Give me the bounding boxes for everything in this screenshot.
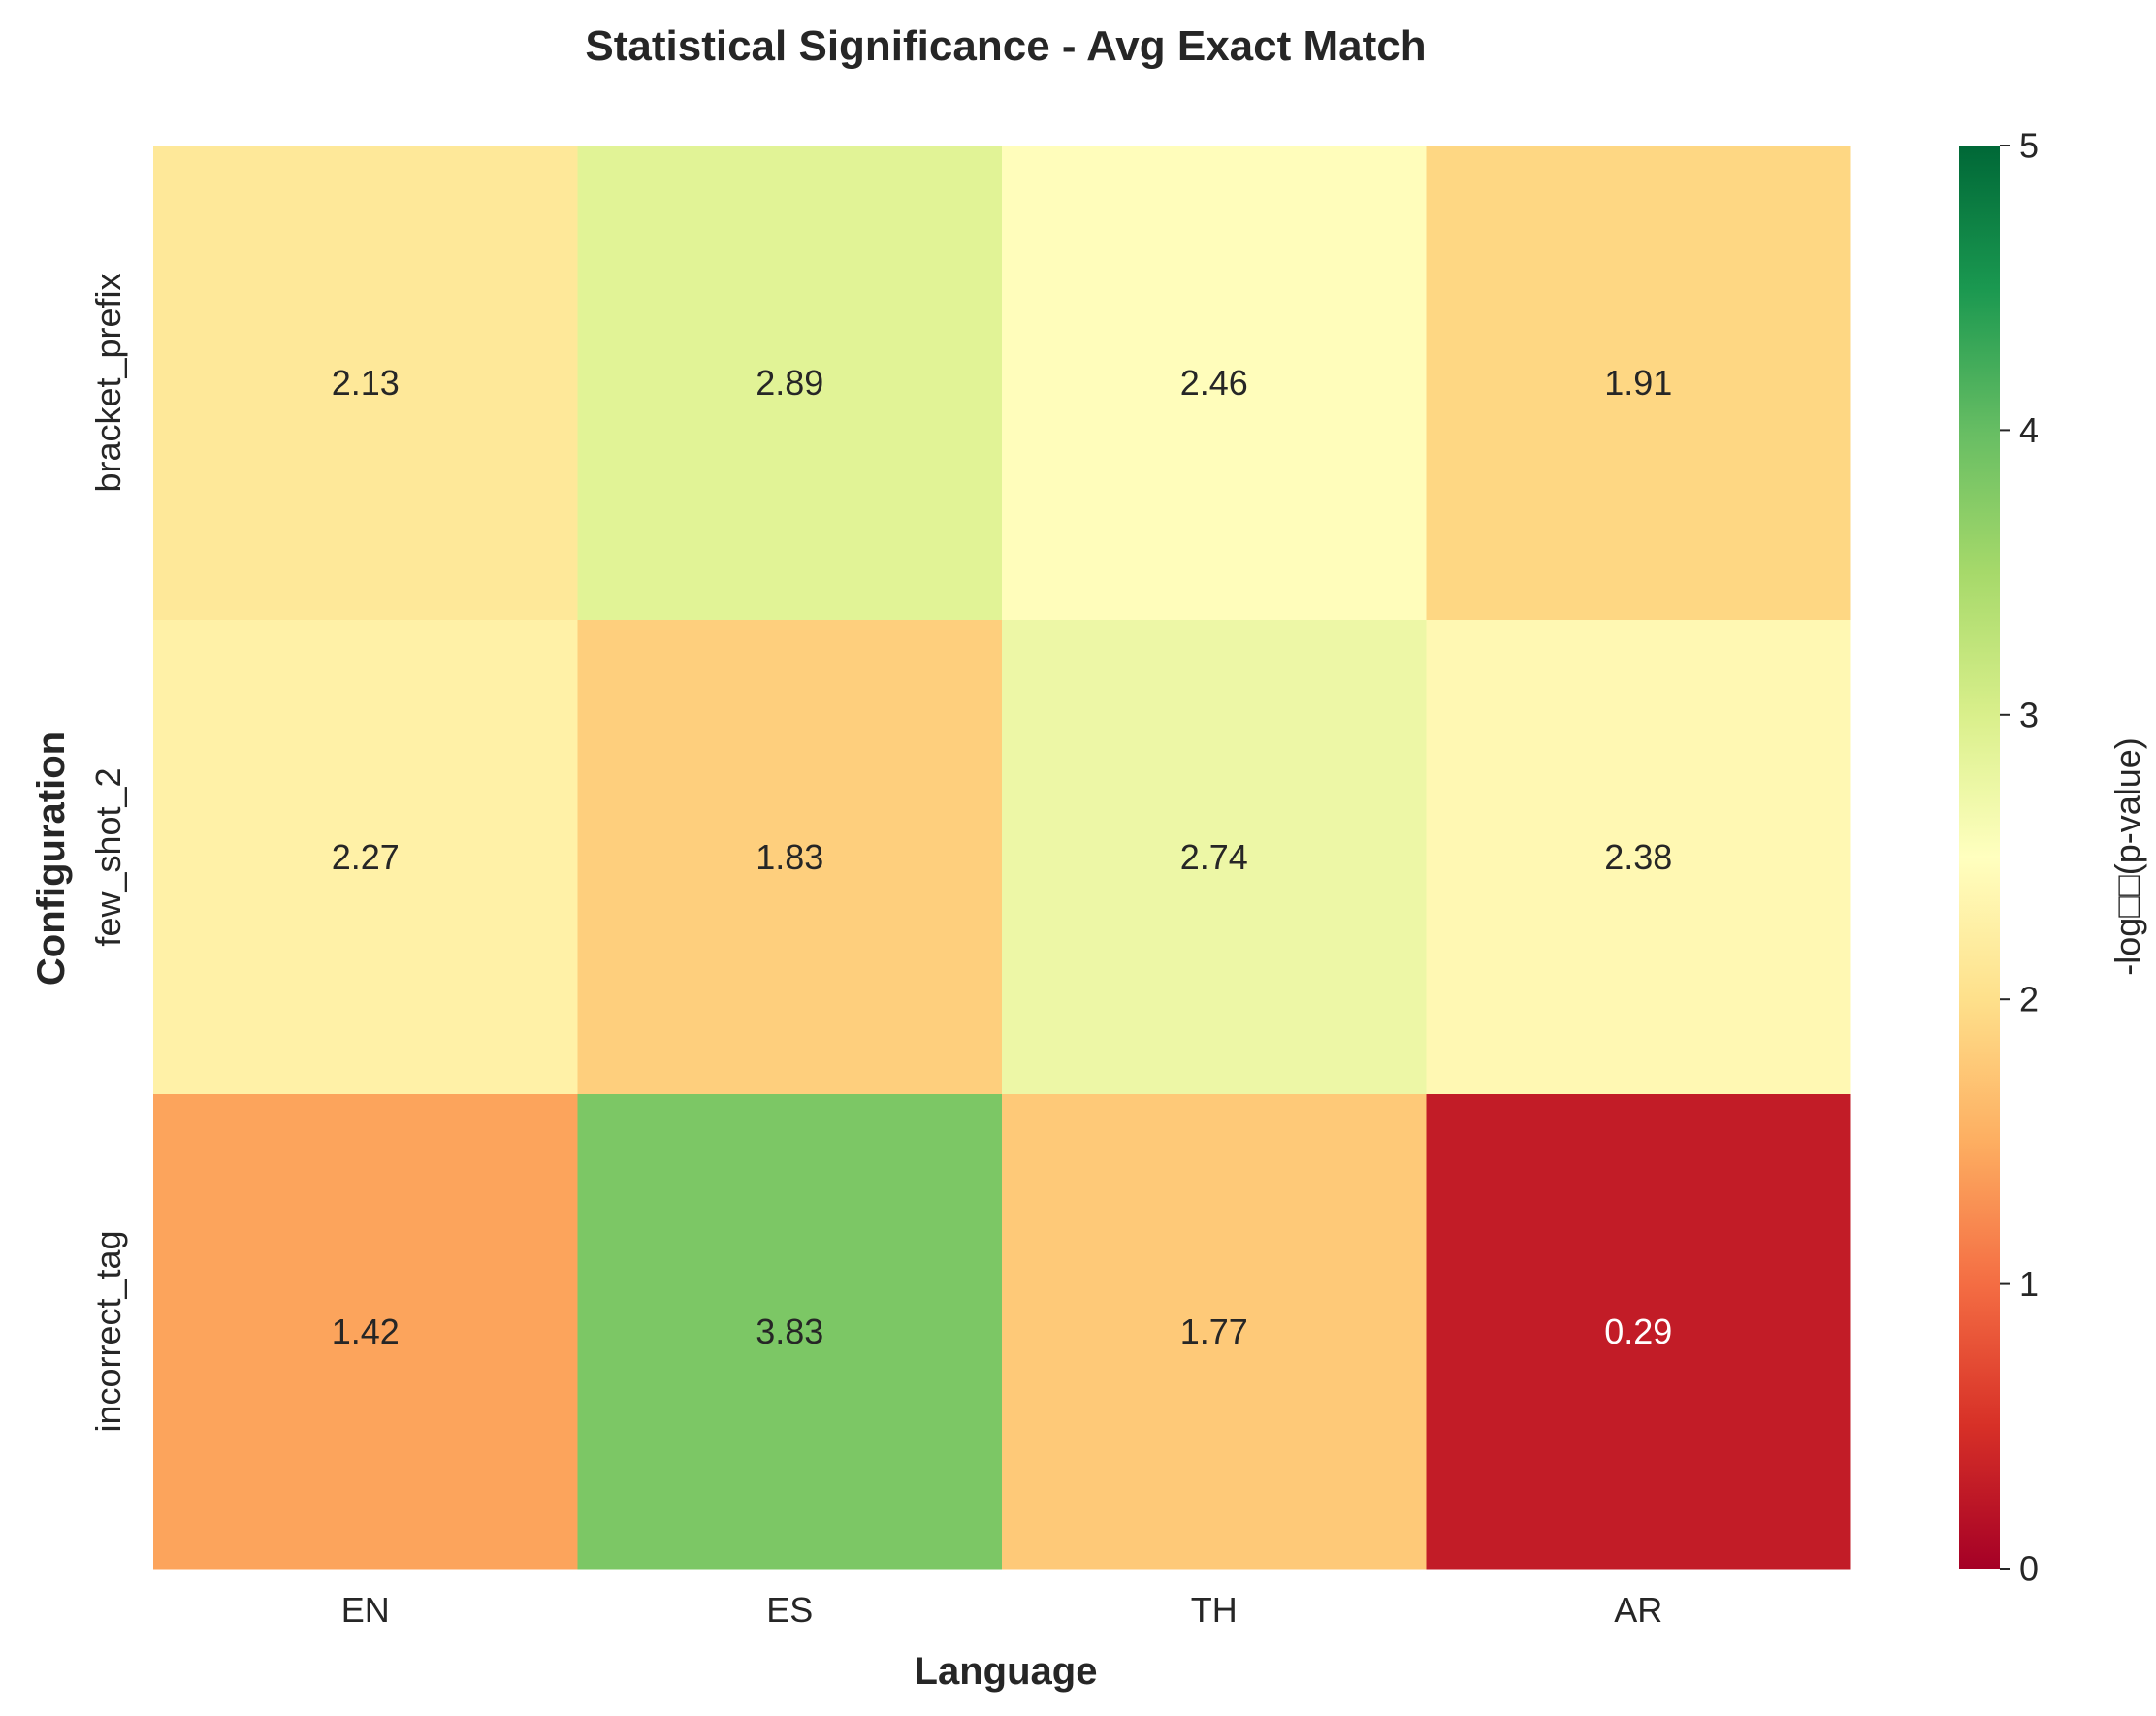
x-tick-label: EN (341, 1590, 390, 1630)
cell-value-label: 2.27 (332, 837, 400, 877)
cell-value-label: 0.29 (1604, 1311, 1672, 1351)
cell-value-label: 1.91 (1604, 363, 1672, 403)
cell-value-label: 1.42 (332, 1311, 400, 1351)
colorbar (1959, 146, 2000, 1569)
x-tick-label: TH (1191, 1590, 1238, 1630)
colorbar-tick-label: 2 (2019, 980, 2039, 1020)
heatmap-cell-few_shot_2-TH (1002, 620, 1427, 1095)
cell-value-label: 2.89 (756, 363, 823, 403)
heatmap-cell-incorrect_tag-TH (1002, 1094, 1427, 1570)
cell-value-label: 1.77 (1180, 1311, 1248, 1351)
x-tick-label: ES (766, 1590, 813, 1630)
heatmap-cell-incorrect_tag-EN (153, 1094, 578, 1570)
y-tick-label: few_shot_2 (88, 767, 128, 946)
colorbar-tick-label: 0 (2019, 1549, 2039, 1589)
y-tick-label: incorrect_tag (88, 1230, 128, 1432)
colorbar-tick-label: 4 (2019, 410, 2039, 450)
cell-value-label: 1.83 (756, 837, 823, 877)
cell-value-label: 2.13 (332, 363, 400, 403)
x-tick-label: AR (1614, 1590, 1662, 1630)
y-axis-ticks: bracket_prefix few_shot_2 incorrect_tag (88, 273, 128, 1432)
cell-value-label: 3.83 (756, 1311, 823, 1351)
chart-title: Statistical Significance - Avg Exact Mat… (585, 22, 1426, 70)
heatmap-cell-bracket_prefix-ES (577, 146, 1003, 621)
cell-value-label: 2.74 (1180, 837, 1248, 877)
colorbar-tick-label: 1 (2019, 1264, 2039, 1304)
colorbar-ticks: 0 1 2 3 4 5 (2000, 126, 2039, 1589)
x-axis-label: Language (915, 1650, 1098, 1693)
heatmap-cell-incorrect_tag-ES (577, 1094, 1003, 1570)
heatmap-cell-bracket_prefix-AR (1426, 146, 1851, 621)
heatmap-cell-few_shot_2-ES (577, 620, 1003, 1095)
heatmap-cell-few_shot_2-AR (1426, 620, 1851, 1095)
heatmap-cell-few_shot_2-EN (153, 620, 578, 1095)
cell-value-label: 2.46 (1180, 363, 1248, 403)
cell-value-label: 2.38 (1604, 837, 1672, 877)
y-axis-label: Configuration (30, 731, 73, 986)
colorbar-tick-label: 5 (2019, 126, 2039, 166)
colorbar-label: -log□□(p-value) (2108, 737, 2147, 976)
heatmap-cells (153, 146, 1851, 1570)
x-axis-ticks: EN ES TH AR (341, 1590, 1663, 1630)
heatmap-cell-incorrect_tag-AR (1426, 1094, 1851, 1570)
y-tick-label: bracket_prefix (88, 273, 128, 492)
colorbar-tick-label: 3 (2019, 695, 2039, 734)
heatmap-cell-labels: 2.13 2.89 2.46 1.91 2.27 1.83 2.74 2.38 1.42 3.83… (332, 363, 1673, 1351)
heatmap-cell-bracket_prefix-TH (1002, 146, 1427, 621)
heatmap-cell-bracket_prefix-EN (153, 146, 578, 621)
